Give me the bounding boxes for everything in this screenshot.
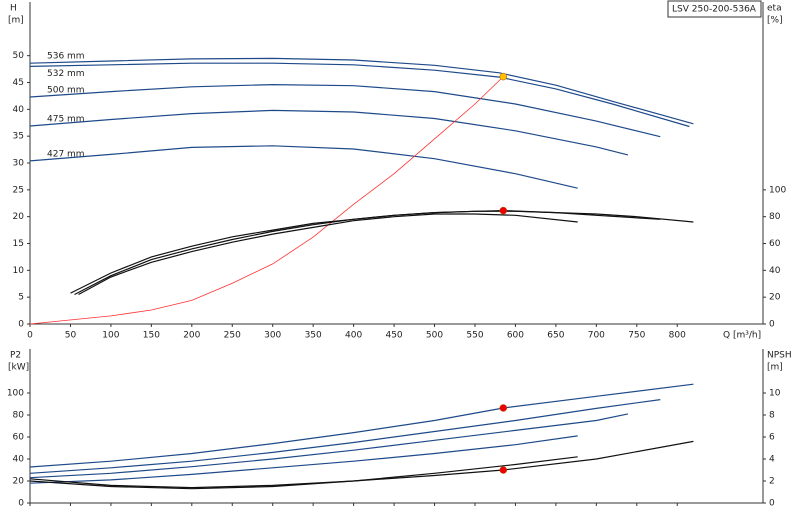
curve bbox=[29, 145, 578, 189]
x-label: Q [m³/h] bbox=[723, 331, 761, 341]
y2-tick-label: 100 bbox=[769, 185, 786, 195]
x-tick-label: 500 bbox=[426, 331, 443, 341]
y2-tick-label: 40 bbox=[769, 266, 781, 276]
y-tick-label: 45 bbox=[13, 78, 24, 88]
y-tick-label: 35 bbox=[13, 132, 24, 142]
y-label: P2 bbox=[10, 351, 21, 361]
operating-point bbox=[499, 206, 508, 215]
curve-label: 500 mm bbox=[47, 85, 85, 95]
y-tick-label: 100 bbox=[7, 389, 24, 399]
x-tick-label: 550 bbox=[466, 331, 483, 341]
model-box bbox=[667, 0, 762, 18]
operating-point bbox=[499, 72, 508, 81]
x-tick-label: 50 bbox=[65, 331, 77, 341]
y2-tick-label: 8 bbox=[769, 411, 775, 421]
y-tick-label: 60 bbox=[13, 433, 25, 443]
y2-tick-label: 0 bbox=[769, 499, 775, 509]
curve bbox=[29, 413, 629, 479]
curve-label: 427 mm bbox=[47, 149, 85, 159]
x-tick-label: 600 bbox=[507, 331, 524, 341]
y-tick-label: 40 bbox=[13, 455, 25, 465]
model-label: LSV 250-200-536A bbox=[672, 5, 757, 15]
y2-tick-label: 10 bbox=[769, 389, 781, 399]
operating-point bbox=[499, 404, 508, 412]
x-tick-label: 150 bbox=[143, 331, 160, 341]
y-unit: [kW] bbox=[8, 363, 29, 373]
curve bbox=[29, 109, 629, 156]
y-tick-label: 40 bbox=[13, 105, 25, 115]
curve bbox=[29, 83, 661, 138]
y2-tick-label: 20 bbox=[769, 293, 781, 303]
y2-label: eta bbox=[767, 4, 782, 14]
curve bbox=[78, 213, 578, 296]
y-tick-label: 10 bbox=[13, 266, 25, 276]
y2-label: NPSH bbox=[767, 351, 792, 361]
curve-label: 532 mm bbox=[47, 69, 85, 79]
y2-tick-label: 0 bbox=[769, 320, 775, 330]
y2-tick-label: 2 bbox=[769, 477, 775, 487]
curve bbox=[29, 383, 694, 468]
x-tick-label: 0 bbox=[27, 331, 33, 341]
y-tick-label: 50 bbox=[13, 51, 25, 61]
curve bbox=[29, 435, 578, 484]
curve bbox=[29, 456, 578, 490]
x-tick-label: 800 bbox=[669, 331, 686, 341]
y2-tick-label: 80 bbox=[769, 212, 781, 222]
x-tick-label: 300 bbox=[264, 331, 281, 341]
x-tick-label: 100 bbox=[102, 331, 119, 341]
x-tick-label: 450 bbox=[385, 331, 402, 341]
y-tick-label: 80 bbox=[13, 411, 25, 421]
curve bbox=[70, 209, 694, 294]
x-tick-label: 200 bbox=[183, 331, 200, 341]
y2-tick-label: 6 bbox=[769, 433, 775, 443]
y-tick-label: 30 bbox=[13, 159, 25, 169]
y-tick-label: 5 bbox=[18, 293, 24, 303]
x-tick-label: 350 bbox=[305, 331, 322, 341]
x-tick-label: 250 bbox=[224, 331, 241, 341]
y2-unit: [m] bbox=[767, 363, 783, 373]
x-tick-label: 650 bbox=[547, 331, 564, 341]
operating-point bbox=[499, 466, 508, 474]
curve-label: 475 mm bbox=[47, 114, 85, 124]
y2-tick-label: 4 bbox=[769, 455, 775, 465]
x-tick-label: 700 bbox=[588, 331, 605, 341]
x-tick-label: 400 bbox=[345, 331, 362, 341]
y-tick-label: 0 bbox=[18, 499, 24, 509]
y-tick-label: 25 bbox=[13, 185, 24, 195]
curve bbox=[29, 57, 694, 125]
y-tick-label: 0 bbox=[18, 320, 24, 330]
y-tick-label: 20 bbox=[13, 212, 25, 222]
curve bbox=[29, 399, 661, 474]
y-tick-label: 15 bbox=[13, 239, 24, 249]
curve-label: 536 mm bbox=[47, 52, 85, 62]
x-tick-label: 750 bbox=[628, 331, 645, 341]
y-tick-label: 20 bbox=[13, 477, 25, 487]
y2-unit: [%] bbox=[767, 16, 783, 26]
y-label: H bbox=[10, 4, 17, 14]
curve bbox=[74, 210, 661, 296]
y-unit: [m] bbox=[8, 16, 24, 26]
curve bbox=[29, 62, 690, 128]
y2-tick-label: 60 bbox=[769, 239, 781, 249]
curve bbox=[29, 76, 504, 325]
